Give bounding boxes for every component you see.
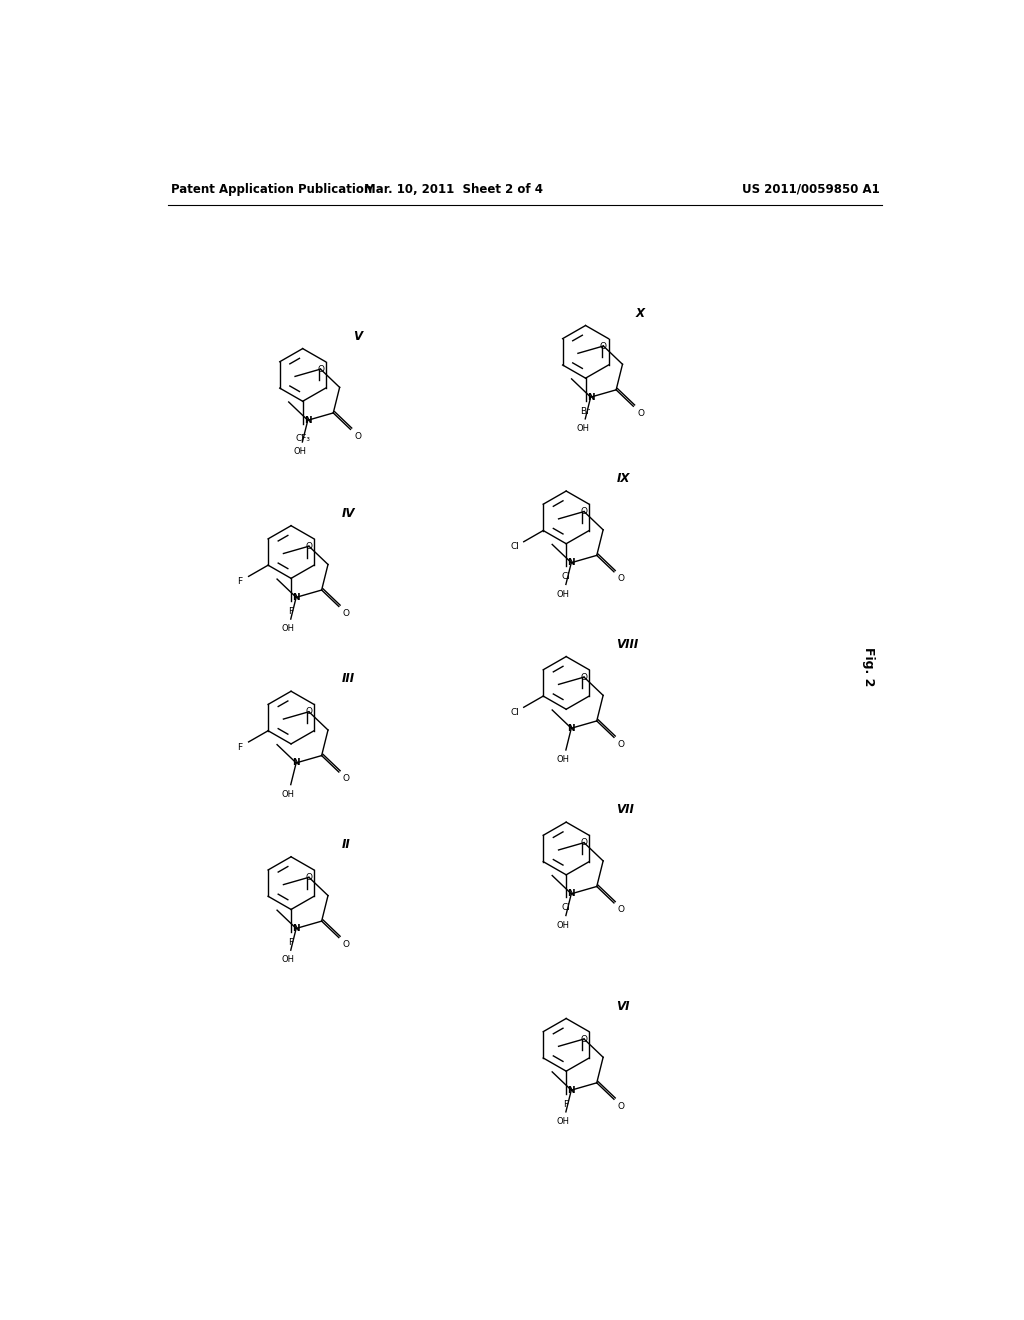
Text: VI: VI xyxy=(616,999,630,1012)
Text: OH: OH xyxy=(577,424,590,433)
Text: OH: OH xyxy=(557,590,570,599)
Text: O: O xyxy=(317,364,324,374)
Text: N: N xyxy=(567,1085,575,1094)
Text: N: N xyxy=(587,392,595,401)
Text: O: O xyxy=(305,541,312,550)
Text: O: O xyxy=(637,409,644,417)
Text: OH: OH xyxy=(557,1117,570,1126)
Text: O: O xyxy=(354,432,361,441)
Text: O: O xyxy=(305,708,312,717)
Text: N: N xyxy=(567,558,575,568)
Text: CF₃: CF₃ xyxy=(295,434,310,442)
Text: N: N xyxy=(293,924,300,933)
Text: Cl: Cl xyxy=(562,572,570,581)
Text: VII: VII xyxy=(616,803,634,816)
Text: Br: Br xyxy=(581,407,591,416)
Text: F: F xyxy=(237,577,242,586)
Text: N: N xyxy=(293,759,300,767)
Text: OH: OH xyxy=(282,789,295,799)
Text: Cl: Cl xyxy=(510,543,519,552)
Text: O: O xyxy=(581,507,588,516)
Text: O: O xyxy=(343,940,349,949)
Text: F: F xyxy=(563,1100,568,1109)
Text: O: O xyxy=(617,906,625,915)
Text: O: O xyxy=(617,739,625,748)
Text: II: II xyxy=(341,838,350,851)
Text: OH: OH xyxy=(557,755,570,764)
Text: X: X xyxy=(636,306,645,319)
Text: O: O xyxy=(581,838,588,847)
Text: Cl: Cl xyxy=(510,708,519,717)
Text: IX: IX xyxy=(616,473,630,484)
Text: O: O xyxy=(581,1035,588,1044)
Text: OH: OH xyxy=(282,956,295,965)
Text: O: O xyxy=(343,775,349,784)
Text: O: O xyxy=(343,609,349,618)
Text: N: N xyxy=(567,723,575,733)
Text: OH: OH xyxy=(557,921,570,929)
Text: O: O xyxy=(581,673,588,681)
Text: OH: OH xyxy=(294,447,306,457)
Text: N: N xyxy=(567,890,575,899)
Text: F: F xyxy=(237,743,242,751)
Text: Cl: Cl xyxy=(562,903,570,912)
Text: F: F xyxy=(289,607,294,615)
Text: O: O xyxy=(617,1102,625,1110)
Text: N: N xyxy=(304,416,311,425)
Text: V: V xyxy=(353,330,362,343)
Text: IV: IV xyxy=(341,507,354,520)
Text: US 2011/0059850 A1: US 2011/0059850 A1 xyxy=(742,182,880,195)
Text: III: III xyxy=(341,672,354,685)
Text: Fig. 2: Fig. 2 xyxy=(861,647,874,686)
Text: O: O xyxy=(305,873,312,882)
Text: VIII: VIII xyxy=(616,638,639,651)
Text: O: O xyxy=(617,574,625,583)
Text: F: F xyxy=(289,939,294,946)
Text: N: N xyxy=(293,593,300,602)
Text: OH: OH xyxy=(282,624,295,634)
Text: O: O xyxy=(600,342,607,351)
Text: Mar. 10, 2011  Sheet 2 of 4: Mar. 10, 2011 Sheet 2 of 4 xyxy=(364,182,543,195)
Text: Patent Application Publication: Patent Application Publication xyxy=(171,182,372,195)
